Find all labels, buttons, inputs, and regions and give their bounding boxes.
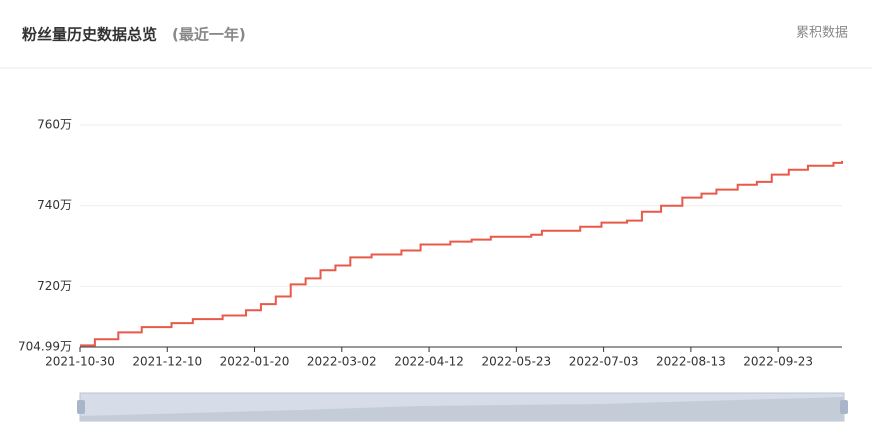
panel-title: 粉丝量历史数据总览 xyxy=(22,26,157,44)
zoom-handle[interactable] xyxy=(840,400,848,414)
data-line xyxy=(80,160,843,347)
x-tick-label: 2022-08-13 xyxy=(656,355,726,369)
x-tick-label: 2022-01-20 xyxy=(220,355,290,369)
x-tick-label: 2022-04-12 xyxy=(394,355,464,369)
zoom-shadow xyxy=(80,397,843,421)
x-tick-label: 2022-03-02 xyxy=(307,355,377,369)
x-tick-label: 2021-12-10 xyxy=(132,355,202,369)
x-tick-label: 2022-05-23 xyxy=(481,355,551,369)
y-tick-label: 760万 xyxy=(37,118,72,132)
y-tick-label: 720万 xyxy=(37,279,72,293)
x-tick-label: 2022-07-03 xyxy=(569,355,639,369)
total-data-link[interactable]: 累积数据 xyxy=(796,26,848,41)
data-zoom[interactable] xyxy=(77,392,848,422)
y-tick-label: 740万 xyxy=(37,198,72,212)
x-tick-label: 2022-09-23 xyxy=(743,355,813,369)
x-tick-label: 2021-10-30 xyxy=(45,355,115,369)
panel-subtitle: (最近一年) xyxy=(172,26,246,44)
y-tick-label: 704.99万 xyxy=(18,340,72,354)
zoom-handle[interactable] xyxy=(77,400,85,414)
